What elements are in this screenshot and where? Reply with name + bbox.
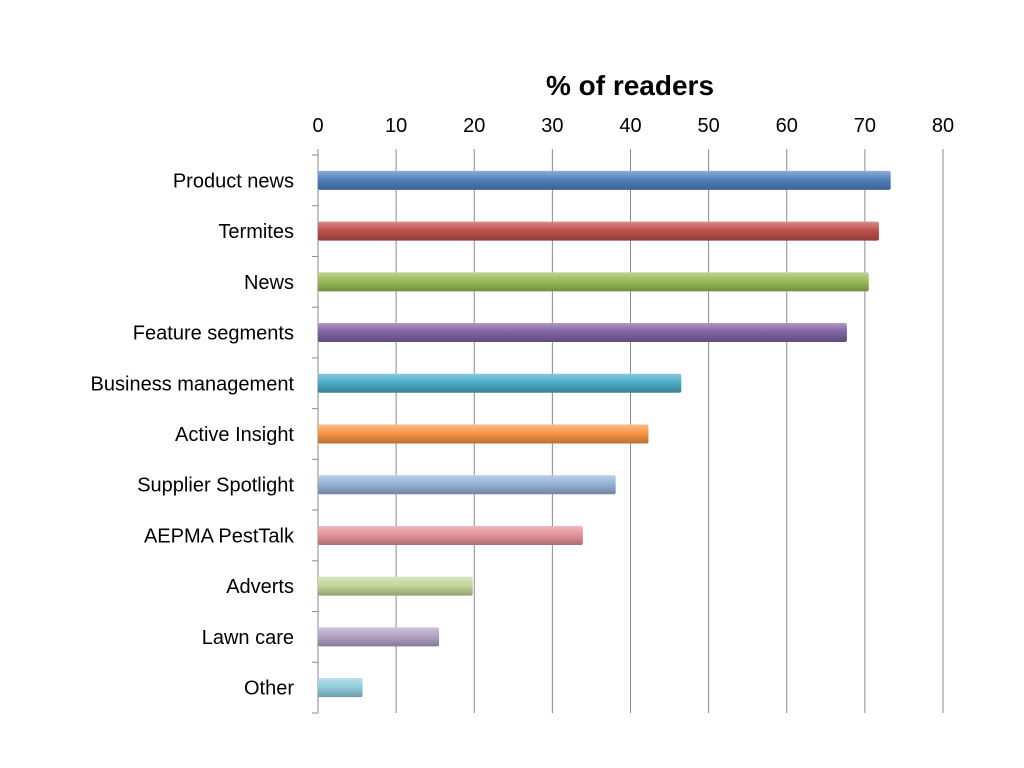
category-label: Adverts [226,576,294,598]
chart-title: % of readers [546,70,714,101]
x-tick-label: 70 [854,115,876,137]
bar [318,373,682,393]
x-tick-label: 50 [698,115,720,137]
category-label: Product news [173,170,294,192]
category-labels: Product news Termites News Feature segments… [91,170,295,699]
bar [318,525,583,545]
bars [318,170,891,698]
x-tick-label: 60 [776,115,798,137]
bar [318,323,847,343]
category-label: Supplier Spotlight [137,475,294,497]
category-label: Lawn care [202,627,294,649]
bar [318,272,869,292]
bar [318,576,473,596]
bar [318,678,363,698]
bar [318,170,891,190]
category-label: AEPMA PestTalk [144,525,295,547]
category-label: Feature segments [133,323,294,345]
category-label: Termites [218,221,294,243]
bar [318,221,879,241]
bar [318,424,649,444]
x-tick-label: 30 [541,115,563,137]
category-label: Other [244,678,294,700]
category-label: News [244,272,294,294]
bar [318,627,440,647]
category-label: Business management [91,373,295,395]
x-tick-label: 40 [619,115,641,137]
x-tick-label: 0 [312,115,323,137]
x-axis-ticks: 0 10 20 30 40 50 60 70 80 [312,115,954,155]
x-tick-label: 10 [385,115,407,137]
x-tick-label: 80 [932,115,954,137]
bar [318,475,616,495]
x-tick-label: 20 [463,115,485,137]
category-label: Active Insight [175,424,294,446]
